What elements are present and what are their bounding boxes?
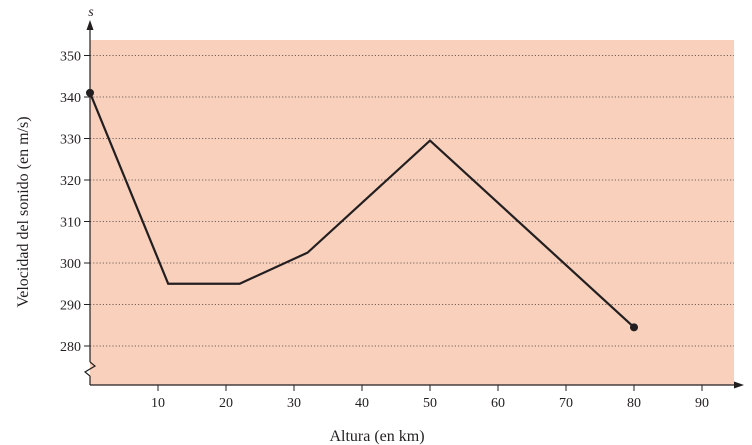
series-group <box>86 88 638 332</box>
y-tick-label: 310 <box>60 216 81 231</box>
y-tick-label: 280 <box>60 340 81 355</box>
y-axis-variable-label: s <box>88 5 94 20</box>
y-tick-label: 300 <box>60 257 81 272</box>
y-tick-label: 290 <box>60 299 81 314</box>
x-tick-label: 10 <box>151 396 165 411</box>
x-tick-label: 90 <box>695 396 709 411</box>
x-tick-label: 40 <box>355 396 369 411</box>
y-axis-arrow-icon <box>86 20 94 30</box>
y-tick-label: 330 <box>60 133 81 148</box>
endpoint-marker <box>86 88 94 97</box>
y-tick-label: 340 <box>60 91 81 106</box>
endpoint-marker <box>630 323 638 332</box>
x-axis-title: Altura (en km) <box>329 428 424 445</box>
axes <box>83 20 744 389</box>
x-axis-arrow-icon <box>734 381 744 389</box>
x-tick-label: 30 <box>287 396 301 411</box>
series-line <box>88 92 635 329</box>
x-tick-label: 50 <box>423 396 437 411</box>
y-tick-label: 320 <box>60 174 81 189</box>
x-axis-ticks: 10 20 30 40 50 60 70 80 90 <box>151 385 709 411</box>
x-tick-label: 20 <box>219 396 233 411</box>
x-tick-label: 70 <box>559 396 573 411</box>
plot-background <box>90 40 734 385</box>
y-tick-label: 350 <box>60 50 81 65</box>
y-axis-ticks: 280 290 300 310 320 330 340 350 <box>60 50 90 355</box>
y-axis-title: Velocidad del sonido (en m/s) <box>15 116 32 307</box>
x-tick-label: 80 <box>627 396 641 411</box>
x-tick-label: 60 <box>491 396 505 411</box>
y-axis-break-icon <box>83 361 97 377</box>
